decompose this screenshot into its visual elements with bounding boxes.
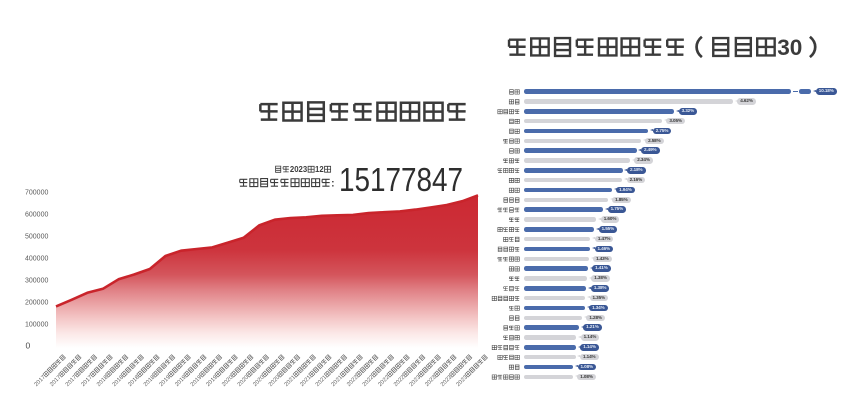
svg-text:100000: 100000	[25, 322, 48, 329]
svg-text:2017: 2017	[49, 375, 62, 388]
svg-text:2023: 2023	[409, 375, 422, 388]
svg-text:200000: 200000	[25, 300, 48, 307]
svg-text:2023: 2023	[424, 375, 437, 388]
svg-text:2021: 2021	[315, 375, 328, 388]
svg-text:500000: 500000	[25, 234, 48, 241]
svg-text:0: 0	[26, 341, 31, 351]
svg-text:2022: 2022	[377, 375, 390, 388]
svg-text:2023: 2023	[290, 165, 308, 174]
svg-text:2020: 2020	[252, 375, 265, 388]
svg-text:2018: 2018	[96, 375, 109, 388]
svg-text:2019: 2019	[190, 375, 203, 388]
svg-text:2019: 2019	[174, 375, 187, 388]
svg-text:2020: 2020	[237, 375, 250, 388]
svg-text:2021: 2021	[331, 375, 344, 388]
svg-text:12: 12	[315, 165, 324, 174]
svg-text:2017: 2017	[34, 375, 47, 388]
svg-text:2017: 2017	[65, 375, 78, 388]
svg-text:400000: 400000	[25, 256, 48, 263]
svg-text:2018: 2018	[127, 375, 140, 388]
svg-text:2017: 2017	[80, 375, 93, 388]
svg-text:2018: 2018	[143, 375, 156, 388]
svg-text:2020: 2020	[268, 375, 281, 388]
svg-text:2018: 2018	[112, 375, 125, 388]
svg-text:30: 30	[777, 35, 802, 60]
svg-text:2023: 2023	[440, 375, 453, 388]
svg-text:2023: 2023	[456, 375, 469, 388]
svg-text:2021: 2021	[299, 375, 312, 388]
svg-text:2022: 2022	[362, 375, 375, 388]
svg-text:2021: 2021	[284, 375, 297, 388]
svg-text:2019: 2019	[205, 375, 218, 388]
svg-text:2022: 2022	[393, 375, 406, 388]
svg-text:2020: 2020	[221, 375, 234, 388]
svg-text:600000: 600000	[25, 212, 48, 219]
svg-text:2022: 2022	[346, 375, 359, 388]
svg-text:300000: 300000	[25, 278, 48, 285]
svg-text:15177847: 15177847	[339, 161, 463, 198]
svg-text::: :	[331, 178, 334, 189]
svg-text:700000: 700000	[25, 190, 48, 197]
svg-text:2019: 2019	[159, 375, 172, 388]
